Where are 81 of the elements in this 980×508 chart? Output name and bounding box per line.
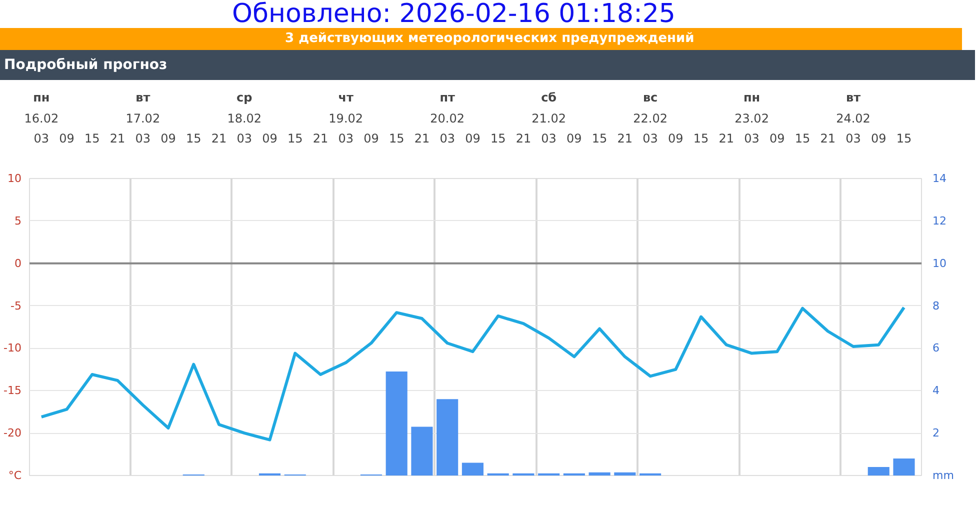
y-tick-label: 10 xyxy=(8,172,22,185)
x-tick-label: 15 xyxy=(490,132,506,146)
x-tick-label: 21 xyxy=(414,132,430,146)
y2-tick-label: 6 xyxy=(932,342,940,355)
text: Обновлено: 2026-02-16 01:18:25 xyxy=(232,0,676,29)
y-tick-label: °C xyxy=(8,469,22,482)
x-tick-label: 21 xyxy=(312,132,328,146)
y-tick-label: -20 xyxy=(4,426,22,440)
x-tick-label: 03 xyxy=(34,132,50,146)
text: пт xyxy=(440,90,456,104)
line-series xyxy=(40,306,906,442)
x-tick-label: 21 xyxy=(718,132,734,146)
bar xyxy=(411,426,433,476)
text: 17.02 xyxy=(126,112,160,126)
text: вс xyxy=(642,90,658,104)
y2-tick-label: 12 xyxy=(932,214,946,228)
text: ср xyxy=(236,90,253,104)
text: вт xyxy=(846,90,861,104)
bar xyxy=(588,472,610,476)
text: 19.02 xyxy=(328,112,364,126)
y-tick-label: 5 xyxy=(14,214,22,228)
x-tick-label: 09 xyxy=(770,132,785,146)
text: 21.02 xyxy=(532,112,566,126)
x-tick-label: 09 xyxy=(668,132,684,146)
y2-tick-label: 2 xyxy=(932,426,940,440)
x-tick-label: 21 xyxy=(617,132,633,146)
x-tick-label: 09 xyxy=(566,132,582,146)
x-tick-label: 03 xyxy=(135,132,151,146)
bar xyxy=(868,467,890,476)
x-tick-label: 09 xyxy=(870,132,886,146)
x-tick-label: 03 xyxy=(642,132,658,146)
x-tick-label: 09 xyxy=(59,132,74,146)
x-tick-label: 21 xyxy=(110,132,126,146)
text: 3 действующих метеорологических предупреждений xyxy=(285,31,694,46)
x-tick-label: 15 xyxy=(84,132,100,146)
y-tick-label: 0 xyxy=(14,256,22,270)
x-tick-label: 15 xyxy=(592,132,608,146)
y-tick-label: -10 xyxy=(4,342,22,355)
text: 20.02 xyxy=(430,112,465,126)
x-tick-label: 09 xyxy=(364,132,379,146)
y2-tick-label: 8 xyxy=(932,299,940,312)
x-tick-label: 03 xyxy=(236,132,252,146)
bar xyxy=(614,472,636,476)
text: 24.02 xyxy=(836,112,870,126)
chart-title: Подробный прогноз xyxy=(0,50,975,80)
text: 18.02 xyxy=(227,112,262,126)
text: 23.02 xyxy=(734,112,769,126)
x-tick-label: 03 xyxy=(744,132,760,146)
y2-tick-label: mm xyxy=(932,469,954,482)
bar xyxy=(386,372,408,476)
x-tick-label: 03 xyxy=(541,132,556,146)
y-tick-label: -15 xyxy=(4,384,22,398)
text: вт xyxy=(136,90,150,104)
x-tick-label: 15 xyxy=(287,132,303,146)
bar xyxy=(462,462,484,476)
text: 22.02 xyxy=(633,112,668,126)
x-tick-label: 03 xyxy=(440,132,455,146)
y2-tick-label: 4 xyxy=(932,384,940,398)
x-tick-label: 03 xyxy=(846,132,861,146)
y-tick-label: -5 xyxy=(10,299,22,312)
x-tick-label: 15 xyxy=(896,132,912,146)
bar xyxy=(893,458,915,476)
text: пн xyxy=(33,90,50,104)
x-tick-label: 15 xyxy=(388,132,404,146)
x-tick-label: 15 xyxy=(693,132,709,146)
x-tick-label: 21 xyxy=(820,132,836,146)
text: пн xyxy=(743,90,760,104)
x-tick-label: 09 xyxy=(262,132,278,146)
x-tick-label: 21 xyxy=(211,132,227,146)
x-tick-label: 03 xyxy=(338,132,354,146)
text: чт xyxy=(338,90,354,104)
x-tick-label: 15 xyxy=(794,132,810,146)
text: 16.02 xyxy=(24,112,59,126)
bar xyxy=(436,399,458,476)
x-tick-label: 21 xyxy=(516,132,532,146)
y2-tick-label: 14 xyxy=(932,172,946,185)
x-tick-label: 09 xyxy=(160,132,176,146)
text: сб xyxy=(541,90,557,104)
x-tick-label: 15 xyxy=(186,132,202,146)
y2-tick-label: 10 xyxy=(932,256,946,270)
x-tick-label: 09 xyxy=(465,132,480,146)
